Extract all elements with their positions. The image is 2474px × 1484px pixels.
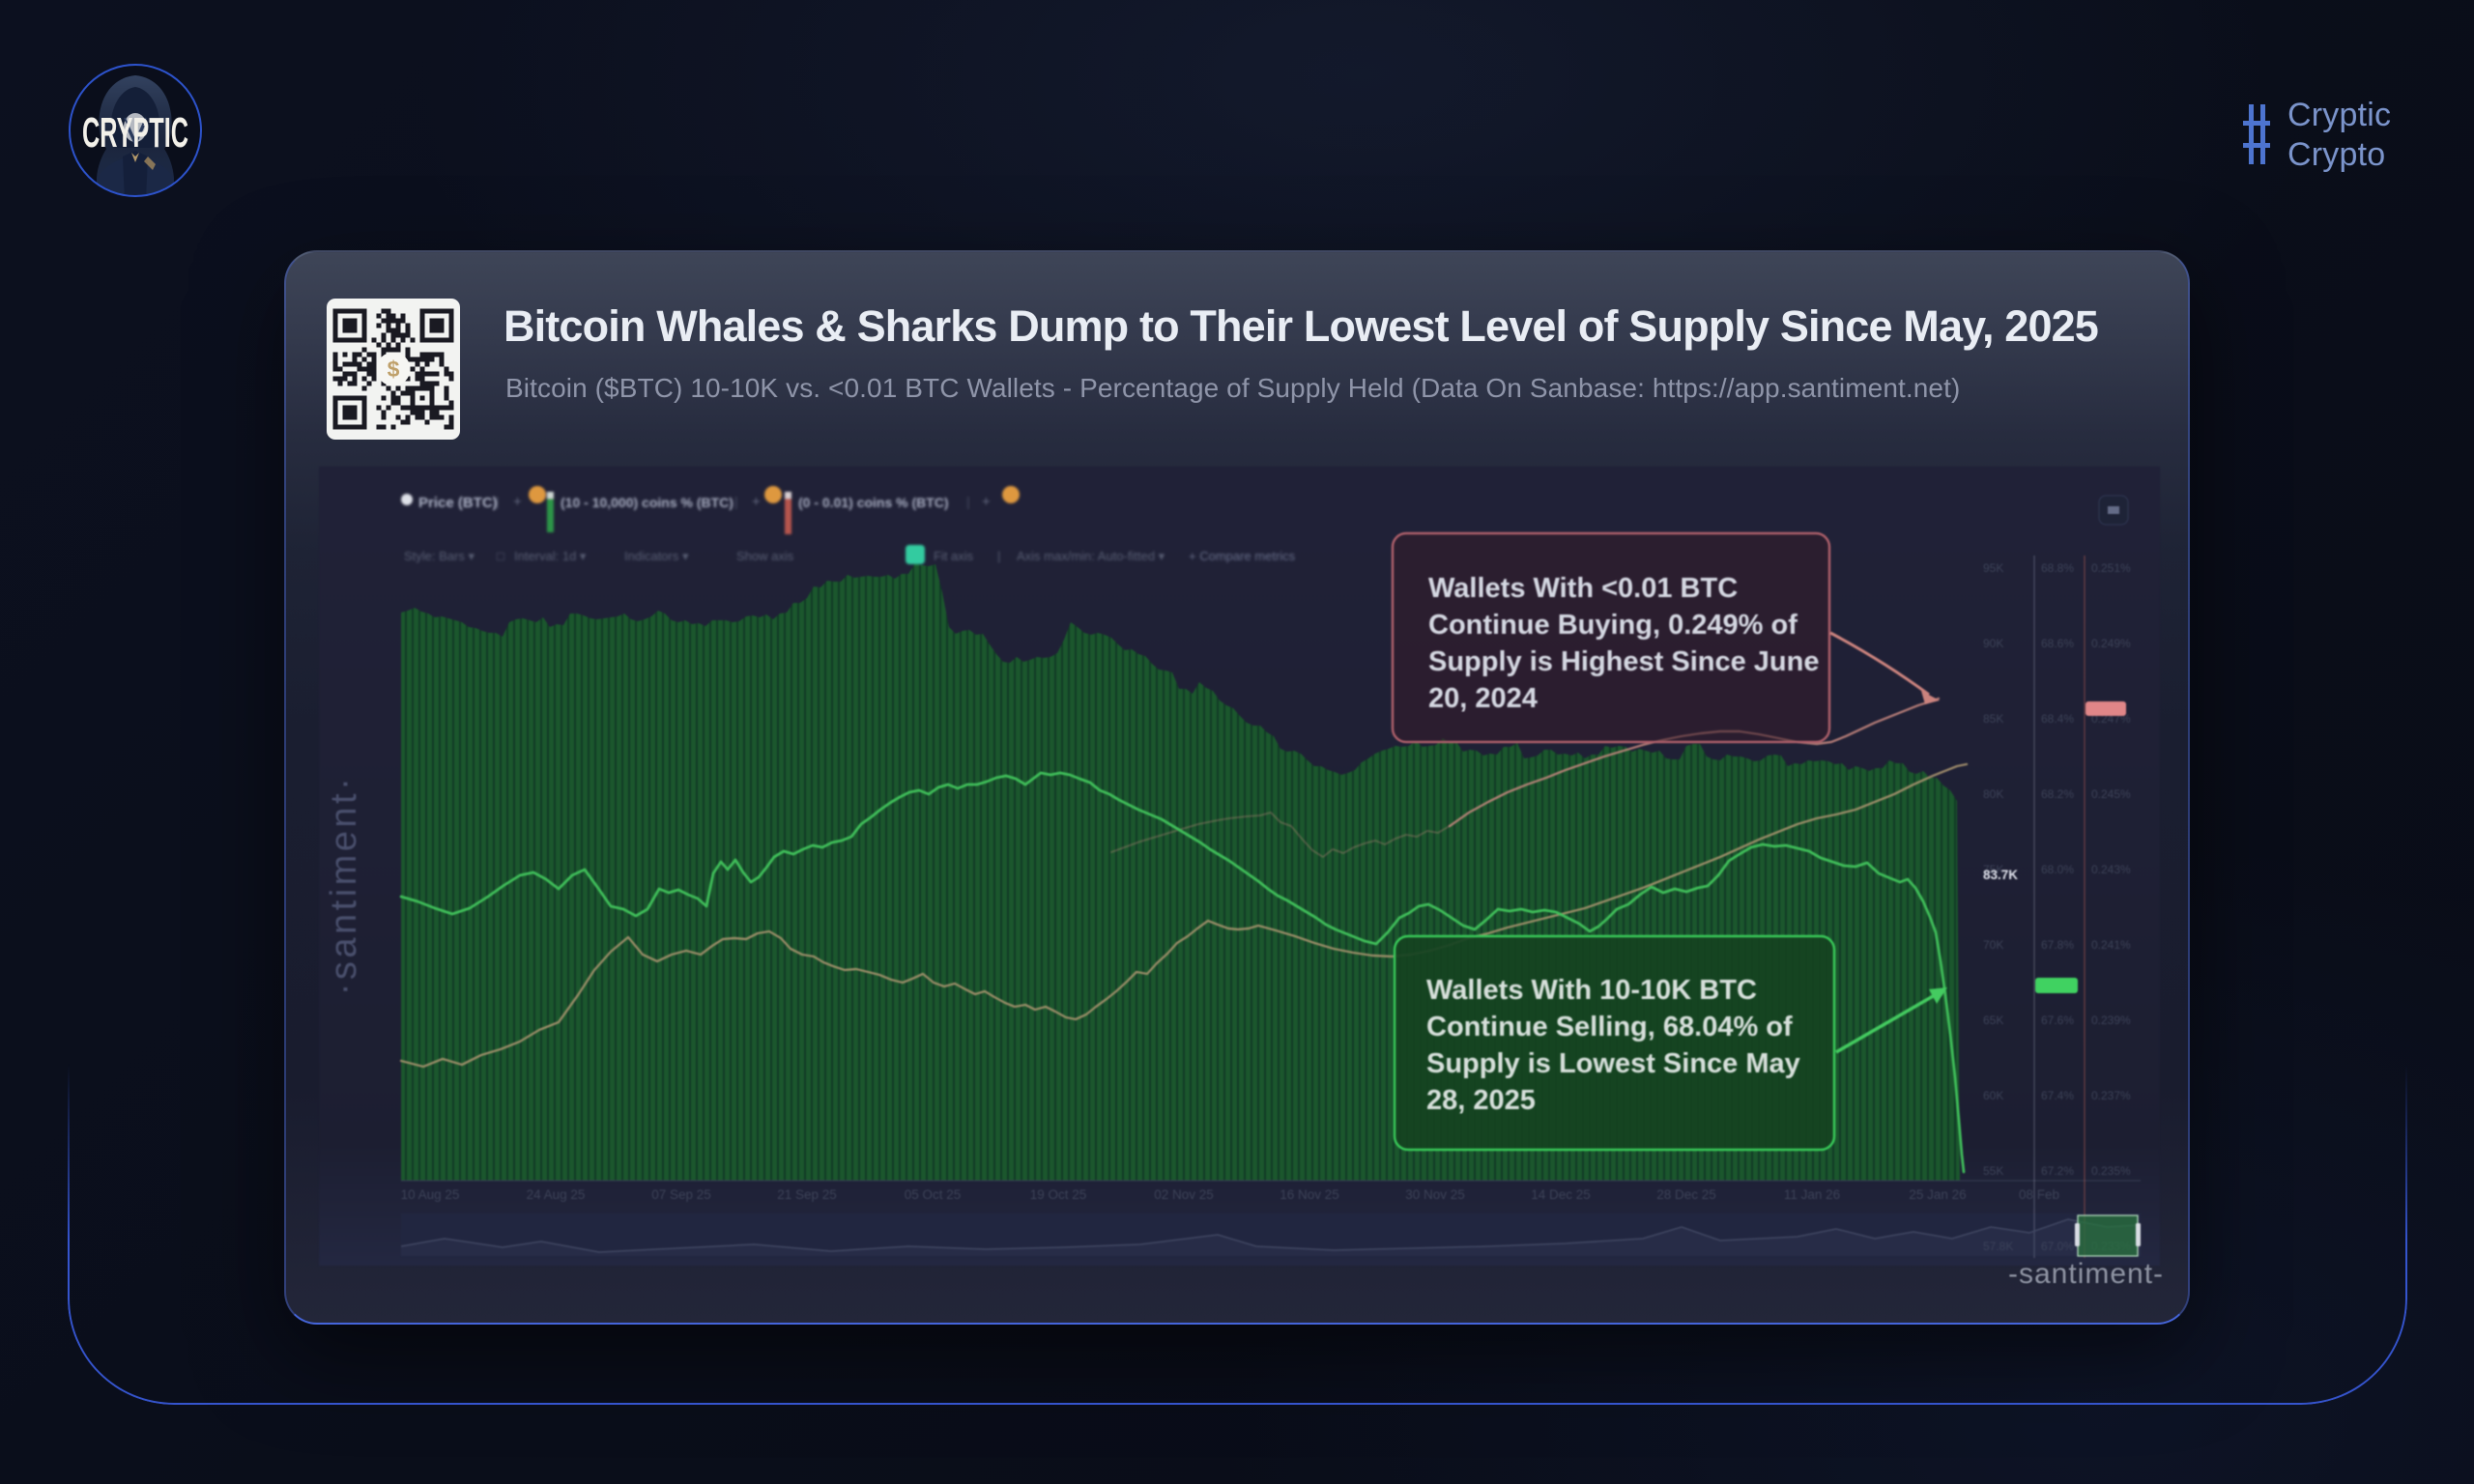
svg-text:Wallets With <0.01 BTC: Wallets With <0.01 BTC	[1428, 573, 1738, 604]
svg-text:·santiment·: ·santiment·	[324, 775, 364, 996]
svg-text:$: $	[388, 357, 400, 382]
svg-text:14 Dec 25: 14 Dec 25	[1531, 1187, 1591, 1202]
svg-text:67.6%: 67.6%	[2041, 1013, 2074, 1027]
svg-text:28 Dec 25: 28 Dec 25	[1656, 1187, 1716, 1202]
svg-text:0.243%: 0.243%	[2091, 863, 2131, 876]
svg-text:83.7K: 83.7K	[1983, 868, 2018, 882]
svg-text:|: |	[734, 494, 738, 509]
svg-text:Indicators ▾: Indicators ▾	[624, 549, 689, 563]
svg-text:|: |	[966, 494, 970, 509]
svg-text:05 Oct 25: 05 Oct 25	[905, 1187, 962, 1202]
svg-text:(10 - 10,000) coins % (BTC): (10 - 10,000) coins % (BTC)	[561, 495, 734, 510]
svg-text:68.4%: 68.4%	[2041, 712, 2074, 726]
svg-text:Supply is Lowest Since May: Supply is Lowest Since May	[1426, 1048, 1800, 1079]
svg-text:+: +	[752, 494, 761, 510]
svg-text:65K: 65K	[1983, 1013, 2003, 1027]
svg-text:07 Sep 25: 07 Sep 25	[651, 1187, 711, 1202]
svg-text:□: □	[497, 549, 504, 563]
svg-text:10 Aug 25: 10 Aug 25	[401, 1187, 460, 1202]
svg-text:67.8%: 67.8%	[2041, 938, 2074, 952]
svg-text:Supply is Highest Since June: Supply is Highest Since June	[1428, 646, 1820, 677]
svg-text:0.249%: 0.249%	[2091, 637, 2131, 650]
svg-text:28, 2025: 28, 2025	[1426, 1085, 1536, 1116]
svg-text:24 Aug 25: 24 Aug 25	[527, 1187, 586, 1202]
svg-text:85K: 85K	[1983, 712, 2003, 726]
svg-text:0.239%: 0.239%	[2091, 1013, 2131, 1027]
svg-text:0.237%: 0.237%	[2091, 1089, 2131, 1102]
svg-text:Wallets With 10-10K BTC: Wallets With 10-10K BTC	[1426, 975, 1757, 1006]
svg-text:Show axis: Show axis	[736, 549, 794, 563]
svg-text:90K: 90K	[1983, 637, 2003, 650]
svg-text:Fit axis: Fit axis	[934, 549, 974, 563]
svg-text:20, 2024: 20, 2024	[1428, 683, 1538, 714]
svg-text:55K: 55K	[1983, 1164, 2003, 1178]
svg-text:25 Jan 26: 25 Jan 26	[1909, 1187, 1966, 1202]
svg-text:68.2%: 68.2%	[2041, 787, 2074, 801]
svg-text:68.0%: 68.0%	[2041, 863, 2074, 876]
svg-text:68.8%: 68.8%	[2041, 561, 2074, 575]
svg-text:(0 - 0.01) coins % (BTC): (0 - 0.01) coins % (BTC)	[798, 495, 949, 510]
svg-text:0.235%: 0.235%	[2091, 1164, 2131, 1178]
svg-text:02 Nov 25: 02 Nov 25	[1154, 1187, 1214, 1202]
svg-text:Style: Bars ▾: Style: Bars ▾	[404, 549, 475, 563]
svg-text:67.4%: 67.4%	[2041, 1089, 2074, 1102]
svg-text:0.245%: 0.245%	[2091, 787, 2131, 801]
svg-text:|: |	[997, 549, 1000, 563]
svg-text:+ Compare metrics: + Compare metrics	[1189, 549, 1296, 563]
svg-text:19 Oct 25: 19 Oct 25	[1030, 1187, 1087, 1202]
svg-text:08 Feb: 08 Feb	[2019, 1187, 2059, 1202]
svg-text:0.251%: 0.251%	[2091, 561, 2131, 575]
svg-text:67.0%: 67.0%	[2041, 1240, 2074, 1253]
svg-text:Price (BTC): Price (BTC)	[418, 495, 498, 511]
svg-text:Continue Buying, 0.249% of: Continue Buying, 0.249% of	[1428, 610, 1798, 641]
svg-text:|: |	[496, 494, 500, 509]
svg-text:0.241%: 0.241%	[2091, 938, 2131, 952]
svg-text:Axis max/min: Auto-fitted ▾: Axis max/min: Auto-fitted ▾	[1017, 549, 1165, 563]
svg-text:70K: 70K	[1983, 938, 2003, 952]
svg-text:60K: 60K	[1983, 1089, 2003, 1102]
svg-text:80K: 80K	[1983, 787, 2003, 801]
svg-text:21 Sep 25: 21 Sep 25	[777, 1187, 837, 1202]
svg-text:75K: 75K	[1983, 863, 2003, 876]
svg-text:+: +	[982, 494, 991, 510]
svg-text:CRYPTIC: CRYPTIC	[82, 109, 188, 157]
svg-text:+: +	[513, 494, 522, 510]
svg-text:Continue Selling, 68.04% of: Continue Selling, 68.04% of	[1426, 1012, 1793, 1042]
svg-text:57.8K: 57.8K	[1983, 1240, 2013, 1253]
svg-text:67.2%: 67.2%	[2041, 1164, 2074, 1178]
svg-text:30 Nov 25: 30 Nov 25	[1405, 1187, 1465, 1202]
svg-text:95K: 95K	[1983, 561, 2003, 575]
svg-text:Interval: 1d ▾: Interval: 1d ▾	[514, 549, 587, 563]
svg-text:11 Jan 26: 11 Jan 26	[1784, 1187, 1840, 1202]
svg-text:68.6%: 68.6%	[2041, 637, 2074, 650]
svg-text:16 Nov 25: 16 Nov 25	[1280, 1187, 1339, 1202]
